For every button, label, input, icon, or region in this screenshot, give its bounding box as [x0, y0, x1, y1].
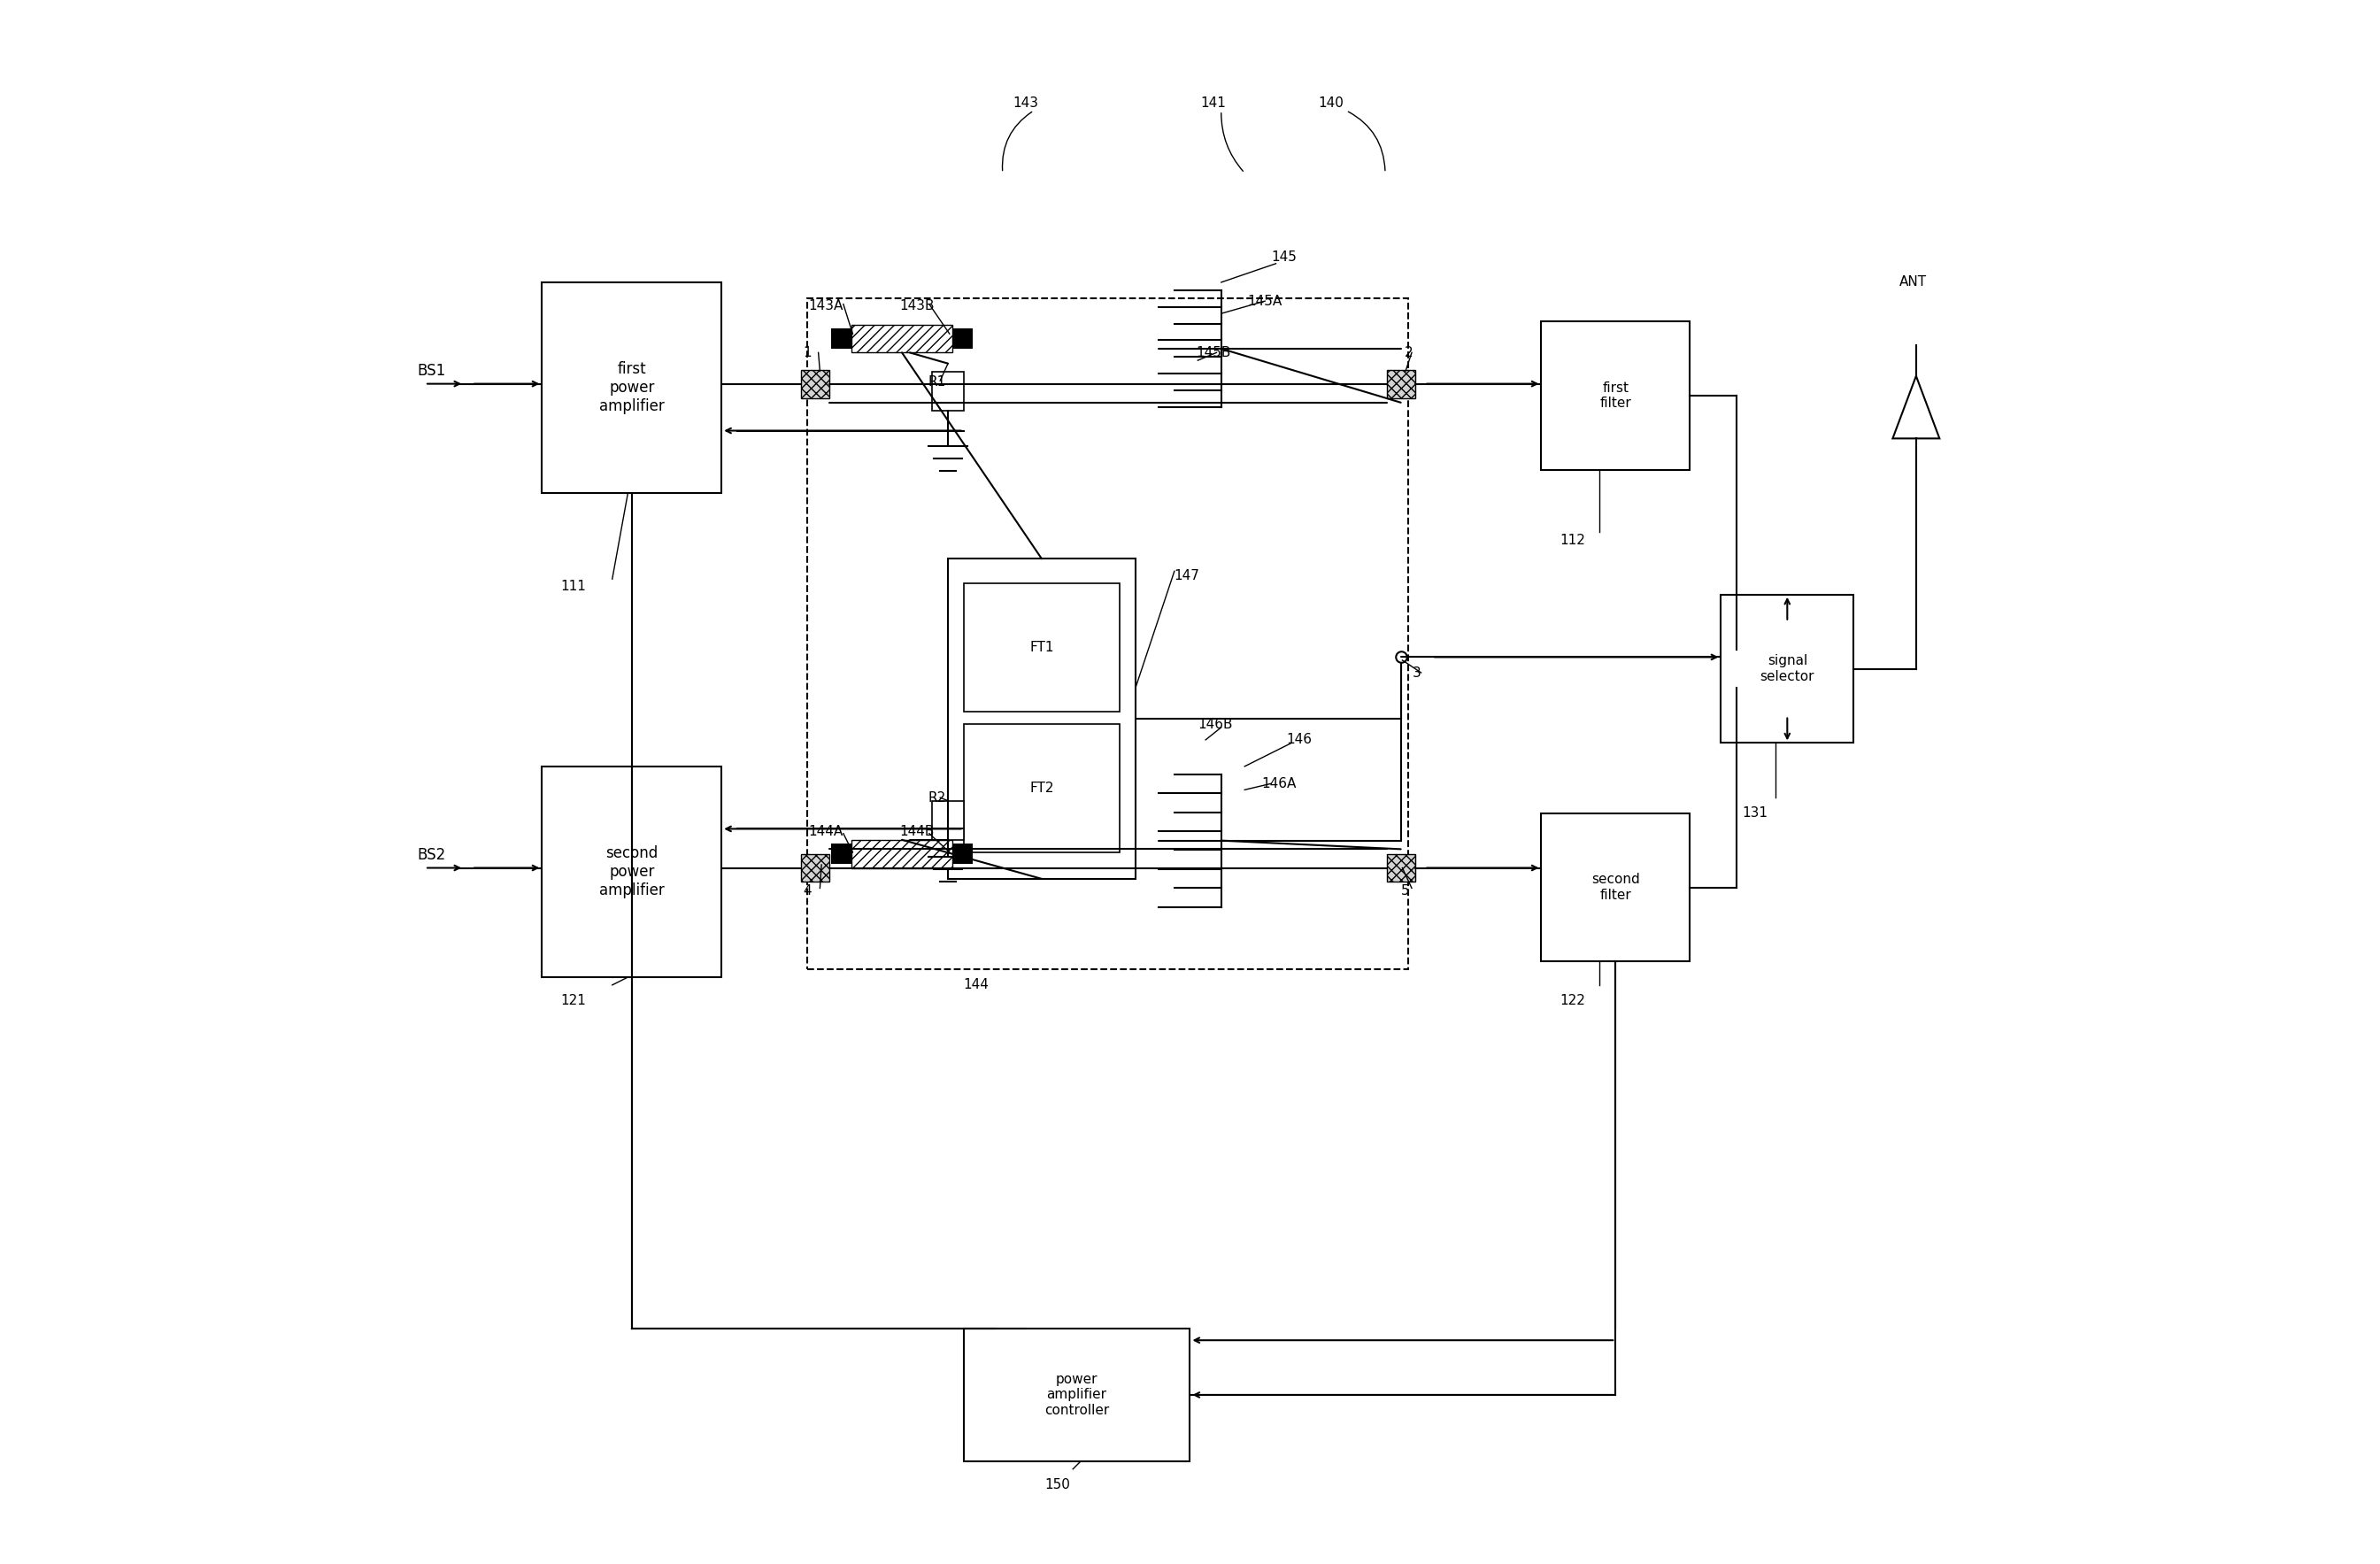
Bar — [807, 297, 1409, 970]
FancyBboxPatch shape — [1542, 813, 1690, 962]
Bar — [852, 324, 952, 352]
Text: 144A: 144A — [809, 826, 843, 838]
Text: signal
selector: signal selector — [1761, 654, 1814, 683]
Text: 143A: 143A — [809, 299, 843, 313]
Text: ANT: ANT — [1899, 275, 1928, 289]
Text: 121: 121 — [559, 995, 585, 1007]
FancyBboxPatch shape — [543, 283, 721, 493]
Text: 140: 140 — [1319, 95, 1342, 109]
Text: 131: 131 — [1742, 807, 1768, 820]
Text: FT1: FT1 — [1031, 641, 1054, 654]
Text: 145B: 145B — [1197, 346, 1230, 360]
Text: second
power
amplifier: second power amplifier — [600, 846, 664, 898]
Bar — [852, 840, 952, 868]
Text: 150: 150 — [1045, 1478, 1071, 1492]
FancyBboxPatch shape — [1542, 321, 1690, 469]
Text: 144B: 144B — [900, 826, 935, 838]
Bar — [802, 854, 828, 882]
Bar — [1388, 854, 1414, 882]
Bar — [831, 843, 852, 863]
Text: 145A: 145A — [1247, 294, 1283, 308]
Text: BS2: BS2 — [416, 848, 445, 863]
Bar — [952, 843, 973, 863]
Text: BS1: BS1 — [416, 363, 445, 378]
FancyBboxPatch shape — [964, 583, 1119, 712]
Bar — [952, 328, 973, 349]
FancyBboxPatch shape — [543, 766, 721, 978]
Text: 2: 2 — [1404, 346, 1414, 360]
FancyBboxPatch shape — [933, 371, 964, 410]
Text: 146: 146 — [1288, 734, 1311, 746]
Text: R1: R1 — [928, 375, 945, 389]
Text: 3: 3 — [1411, 666, 1421, 679]
Text: 1: 1 — [802, 346, 812, 360]
Text: 143B: 143B — [900, 299, 935, 313]
Text: 147: 147 — [1173, 569, 1200, 582]
Bar — [831, 328, 852, 349]
Text: first
power
amplifier: first power amplifier — [600, 361, 664, 414]
Bar — [802, 369, 828, 397]
Text: 145: 145 — [1271, 250, 1297, 264]
FancyBboxPatch shape — [1721, 594, 1854, 743]
Text: second
filter: second filter — [1592, 873, 1640, 902]
Text: 4: 4 — [802, 885, 812, 898]
Text: first
filter: first filter — [1599, 382, 1630, 410]
Text: 143: 143 — [1014, 95, 1040, 109]
Text: 144: 144 — [964, 979, 988, 992]
Bar — [1388, 369, 1414, 397]
Text: 111: 111 — [559, 580, 585, 593]
Text: 146A: 146A — [1261, 777, 1297, 790]
Text: power
amplifier
controller: power amplifier controller — [1045, 1373, 1109, 1417]
Text: FT2: FT2 — [1031, 782, 1054, 795]
Text: 5: 5 — [1402, 885, 1409, 898]
Text: 146B: 146B — [1197, 718, 1233, 730]
FancyBboxPatch shape — [964, 724, 1119, 852]
Text: R2: R2 — [928, 791, 945, 804]
Text: 122: 122 — [1559, 995, 1585, 1007]
FancyBboxPatch shape — [947, 558, 1135, 879]
FancyBboxPatch shape — [933, 801, 964, 840]
Text: 112: 112 — [1559, 533, 1585, 546]
Text: 141: 141 — [1200, 95, 1226, 109]
FancyBboxPatch shape — [964, 1328, 1190, 1461]
